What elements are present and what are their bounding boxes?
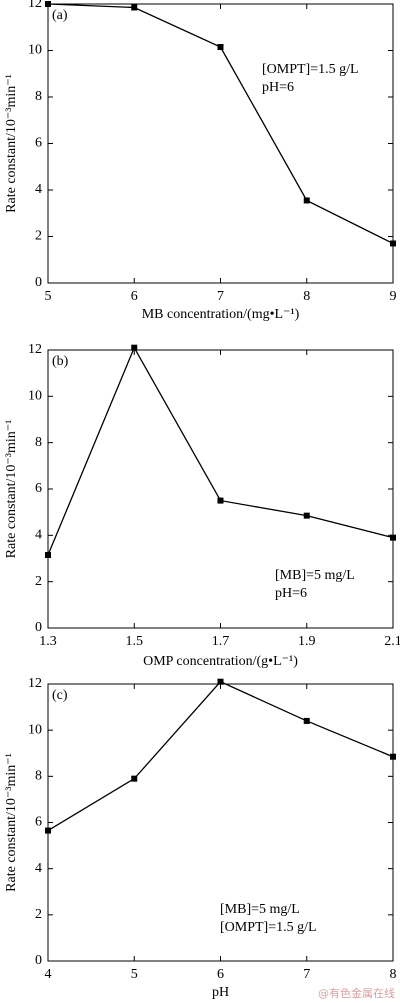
y-tick-label: 2	[35, 229, 42, 244]
y-tick-label: 6	[35, 136, 42, 151]
x-tick-label: 9	[390, 289, 397, 304]
y-tick-label: 4	[35, 182, 42, 197]
data-line	[47, 3, 394, 245]
data-point	[131, 4, 138, 11]
y-tick-label: 0	[35, 620, 42, 635]
annotation: [MB]=5 mg/L	[220, 902, 300, 917]
y-tick-label: 6	[35, 481, 42, 496]
y-axis-label: Rate constant/10⁻³min⁻¹	[4, 420, 19, 559]
y-tick-label: 4	[35, 861, 42, 876]
data-point	[303, 512, 310, 519]
y-tick-label: 2	[35, 907, 42, 922]
y-tick-label: 10	[28, 43, 42, 58]
x-axis-label: OMP concentration/(g•L⁻¹)	[143, 654, 298, 669]
y-axis-label: Rate constant/10⁻³min⁻¹	[4, 74, 19, 213]
x-tick-label: 1.5	[126, 634, 144, 649]
data-point	[303, 717, 310, 724]
y-tick-label: 8	[35, 435, 42, 450]
annotation: pH=6	[275, 586, 307, 601]
data-point	[303, 197, 310, 204]
y-tick-label: 12	[28, 676, 42, 691]
y-tick-label: 2	[35, 574, 42, 589]
x-axis-label: pH	[212, 985, 229, 1000]
data-point	[390, 240, 396, 247]
y-tick-label: 8	[35, 769, 42, 784]
y-tick-label: 10	[28, 722, 42, 737]
annotation: [OMPT]=1.5 g/L	[220, 920, 317, 935]
watermark: @有色金属在线	[318, 986, 395, 1000]
y-tick-label: 12	[28, 342, 42, 357]
data-point	[217, 497, 224, 504]
data-point	[217, 678, 224, 685]
annotation: [OMPT]=1.5 g/L	[262, 62, 359, 77]
x-tick-label: 6	[217, 967, 224, 982]
y-tick-label: 6	[35, 815, 42, 830]
data-line	[47, 346, 394, 556]
x-axis-label: MB concentration/(mg•L⁻¹)	[142, 307, 300, 322]
x-tick-label: 8	[303, 289, 310, 304]
x-tick-label: 1.9	[298, 634, 316, 649]
y-tick-label: 0	[35, 953, 42, 968]
plot-frame	[47, 349, 394, 629]
y-tick-label: 0	[35, 275, 42, 290]
panel-label: (a)	[52, 8, 68, 23]
x-tick-label: 1.3	[39, 634, 57, 649]
data-point	[390, 753, 396, 760]
y-tick-label: 10	[28, 389, 42, 404]
data-point	[390, 534, 396, 541]
data-line	[47, 680, 394, 832]
data-point	[131, 775, 138, 782]
x-tick-label: 5	[131, 967, 138, 982]
x-tick-label: 8	[390, 967, 397, 982]
data-point	[45, 1, 51, 7]
data-point	[45, 552, 51, 559]
x-tick-label: 4	[45, 967, 52, 982]
data-point	[131, 344, 138, 351]
x-tick-label: 5	[45, 289, 52, 304]
x-tick-label: 7	[217, 289, 224, 304]
data-point	[45, 827, 51, 834]
annotation: [MB]=5 mg/L	[275, 568, 355, 583]
x-tick-label: 6	[131, 289, 138, 304]
x-tick-label: 2.1	[384, 634, 400, 649]
y-axis-label: Rate constant/10⁻³min⁻¹	[4, 753, 19, 892]
y-tick-label: 4	[35, 528, 42, 543]
panel-label: (c)	[52, 688, 68, 703]
annotation: pH=6	[262, 80, 294, 95]
y-tick-label: 12	[28, 0, 42, 11]
panel-label: (b)	[52, 354, 69, 369]
data-point	[217, 44, 224, 51]
x-tick-label: 1.7	[212, 634, 230, 649]
x-tick-label: 7	[303, 967, 310, 982]
y-tick-label: 8	[35, 89, 42, 104]
